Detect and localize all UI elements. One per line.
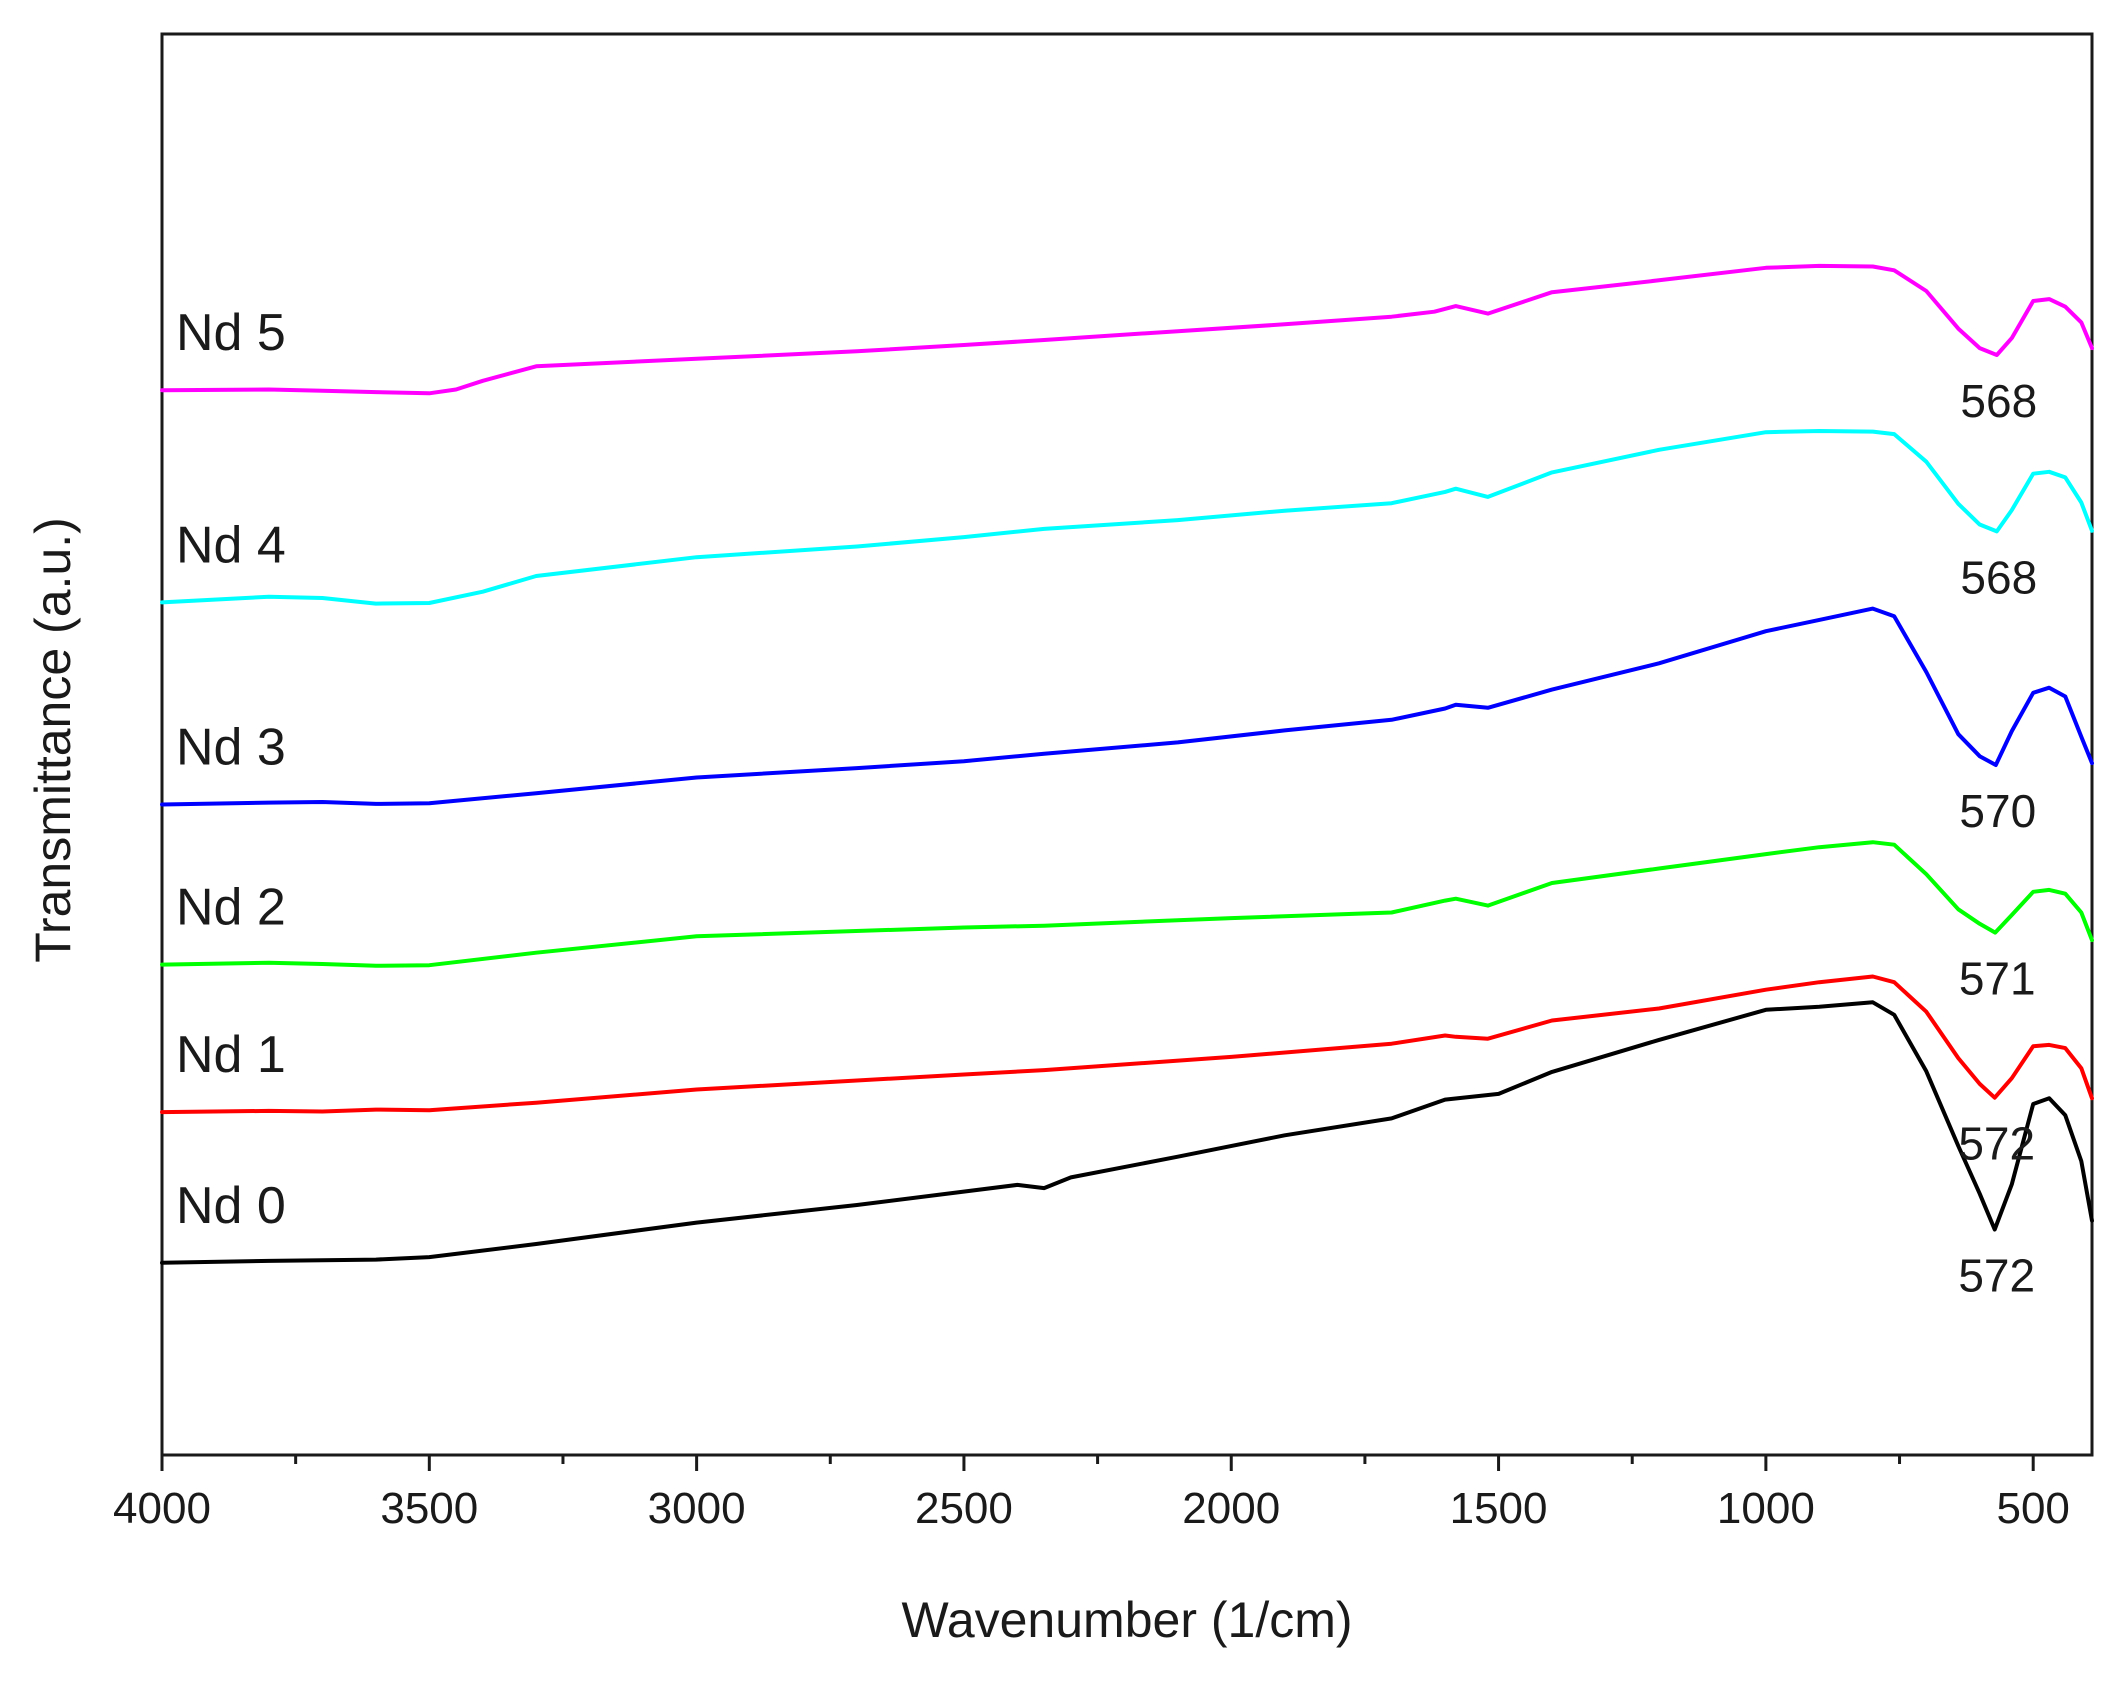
peak-label: 572	[1958, 1118, 2035, 1170]
peak-labels: 572 572 571 570 568 568	[1958, 375, 2037, 1302]
peak-label: 570	[1959, 785, 2036, 837]
series-labels: Nd 0 Nd 1 Nd 2 Nd 3 Nd 4 Nd 5	[176, 304, 286, 1235]
x-axis-tick-labels: 4000 3500 3000 2500 2000 1500 1000 500	[113, 1484, 2070, 1533]
x-axis-ticks	[160, 1455, 2035, 1471]
series-name-label: Nd 2	[176, 879, 286, 937]
x-tick-label: 2000	[1182, 1484, 1280, 1533]
x-tick-label: 3500	[380, 1484, 478, 1533]
peak-label: 571	[1959, 953, 2036, 1005]
peak-label: 568	[1960, 375, 2037, 427]
series-line	[160, 1000, 2094, 1265]
x-tick-label: 2500	[915, 1484, 1013, 1533]
x-tick-label: 500	[1996, 1484, 2069, 1533]
series-name-label: Nd 0	[176, 1177, 286, 1235]
peak-label: 572	[1958, 1250, 2035, 1302]
peak-label: 568	[1960, 551, 2037, 603]
x-tick-label: 1500	[1450, 1484, 1548, 1533]
series-name-label: Nd 5	[176, 304, 286, 362]
series-name-label: Nd 3	[176, 719, 286, 777]
series-line	[160, 840, 2094, 968]
x-tick-label: 3000	[648, 1484, 746, 1533]
y-axis-title: Transmittance (a.u.)	[25, 517, 81, 963]
plot-frame	[160, 32, 2094, 1457]
series-line	[160, 974, 2094, 1115]
series-line	[160, 606, 2094, 807]
series-name-label: Nd 1	[176, 1026, 286, 1084]
series-line	[160, 429, 2094, 606]
series-name-label: Nd 4	[176, 516, 286, 574]
x-tick-label: 1000	[1717, 1484, 1815, 1533]
series-line	[160, 263, 2094, 396]
series-lines	[160, 263, 2094, 1265]
x-axis-title: Wavenumber (1/cm)	[901, 1592, 1352, 1648]
x-tick-label: 4000	[113, 1484, 211, 1533]
